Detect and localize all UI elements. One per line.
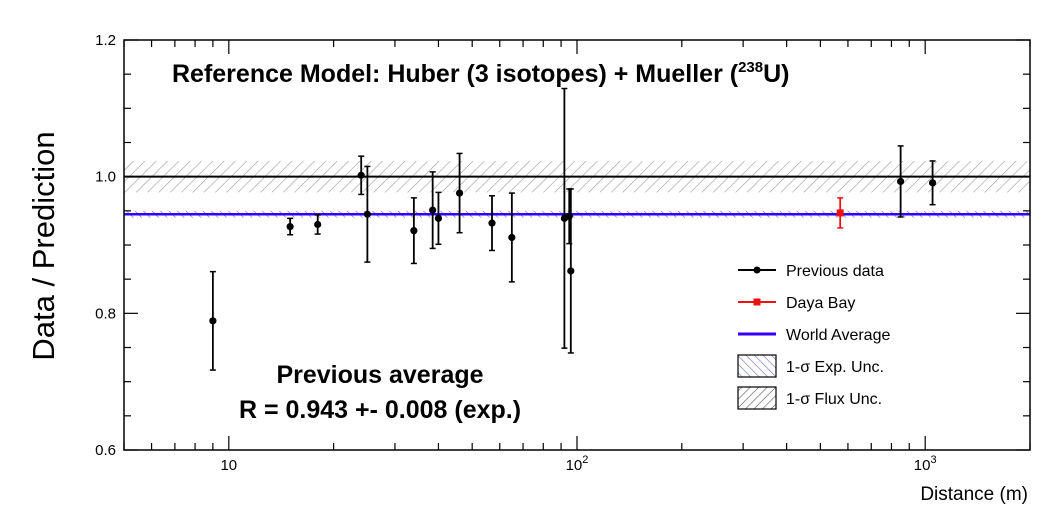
marker — [434, 214, 443, 222]
legend-entry: 1-σ Flux Unc. — [737, 386, 882, 410]
plot-frame — [123, 39, 1031, 451]
marker — [314, 220, 322, 229]
legend-label: Previous data — [786, 263, 884, 280]
y-tick-label: 0.8 — [95, 305, 116, 322]
data-point — [455, 152, 464, 234]
legend-entry: World Average — [738, 327, 890, 344]
data-point — [567, 188, 575, 354]
legend-label: World Average — [786, 327, 890, 344]
marker — [567, 267, 575, 275]
data-point — [363, 165, 371, 263]
legend-entry: 1-σ Exp. Unc. — [737, 354, 884, 378]
legend-swatch-hatch — [737, 354, 777, 378]
marker — [565, 212, 573, 220]
legend-label: 1-σ Flux Unc. — [786, 391, 882, 408]
legend-swatch-marker — [753, 298, 761, 306]
marker — [429, 206, 437, 214]
data-point — [357, 155, 365, 196]
x-axis-ticks: 10 102 103 — [123, 40, 1031, 474]
legend-entry: Daya Bay — [738, 295, 855, 312]
chart-title-superscript: 238 — [738, 59, 763, 76]
data-point — [836, 197, 844, 229]
chart-title: Reference Model: Huber (3 isotopes) + Mu… — [172, 59, 790, 88]
legend-swatch-hatch — [737, 386, 777, 410]
marker — [488, 219, 496, 227]
marker — [897, 177, 905, 186]
legend-label: Daya Bay — [786, 295, 855, 312]
annotation-line2: R = 0.943 +- 0.008 (exp.) — [239, 396, 521, 424]
data-point — [314, 214, 322, 235]
marker — [209, 317, 217, 325]
data-point — [488, 195, 496, 252]
x-tick-label: 102 — [566, 454, 589, 474]
x-tick-label: 103 — [914, 454, 937, 474]
marker — [363, 210, 371, 218]
marker — [836, 209, 844, 217]
data-points — [209, 87, 937, 371]
marker — [455, 189, 464, 197]
marker — [286, 222, 294, 231]
x-tick-label: 10 — [220, 457, 237, 474]
marker — [410, 227, 418, 235]
data-point — [286, 217, 294, 236]
chart-title-suffix: U) — [763, 60, 789, 88]
marker — [357, 171, 365, 179]
data-point — [434, 191, 443, 246]
data-point — [928, 160, 937, 206]
y-axis-ticks: 0.6 0.8 1.0 1.2 — [95, 32, 1030, 459]
legend-entry: Previous data — [738, 263, 884, 280]
y-tick-label: 1.2 — [95, 32, 116, 49]
data-point — [565, 188, 573, 245]
data-point — [429, 171, 437, 250]
y-tick-label: 1.0 — [95, 169, 116, 186]
legend-label: 1-σ Exp. Unc. — [786, 359, 884, 376]
y-axis-title: Data / Prediction — [26, 131, 61, 360]
bands — [124, 160, 1030, 218]
marker — [508, 233, 516, 242]
data-point — [508, 192, 516, 283]
marker — [928, 179, 937, 187]
legend: Previous data Daya Bay World Average 1-σ Ex… — [737, 263, 890, 410]
x-axis-title: Distance (m) — [920, 484, 1028, 505]
legend-swatch-marker — [753, 266, 761, 274]
y-tick-label: 0.6 — [95, 442, 116, 459]
data-point — [209, 270, 217, 371]
data-point — [410, 197, 418, 265]
data-point — [897, 145, 905, 218]
annotation-line1: Previous average — [276, 361, 483, 389]
